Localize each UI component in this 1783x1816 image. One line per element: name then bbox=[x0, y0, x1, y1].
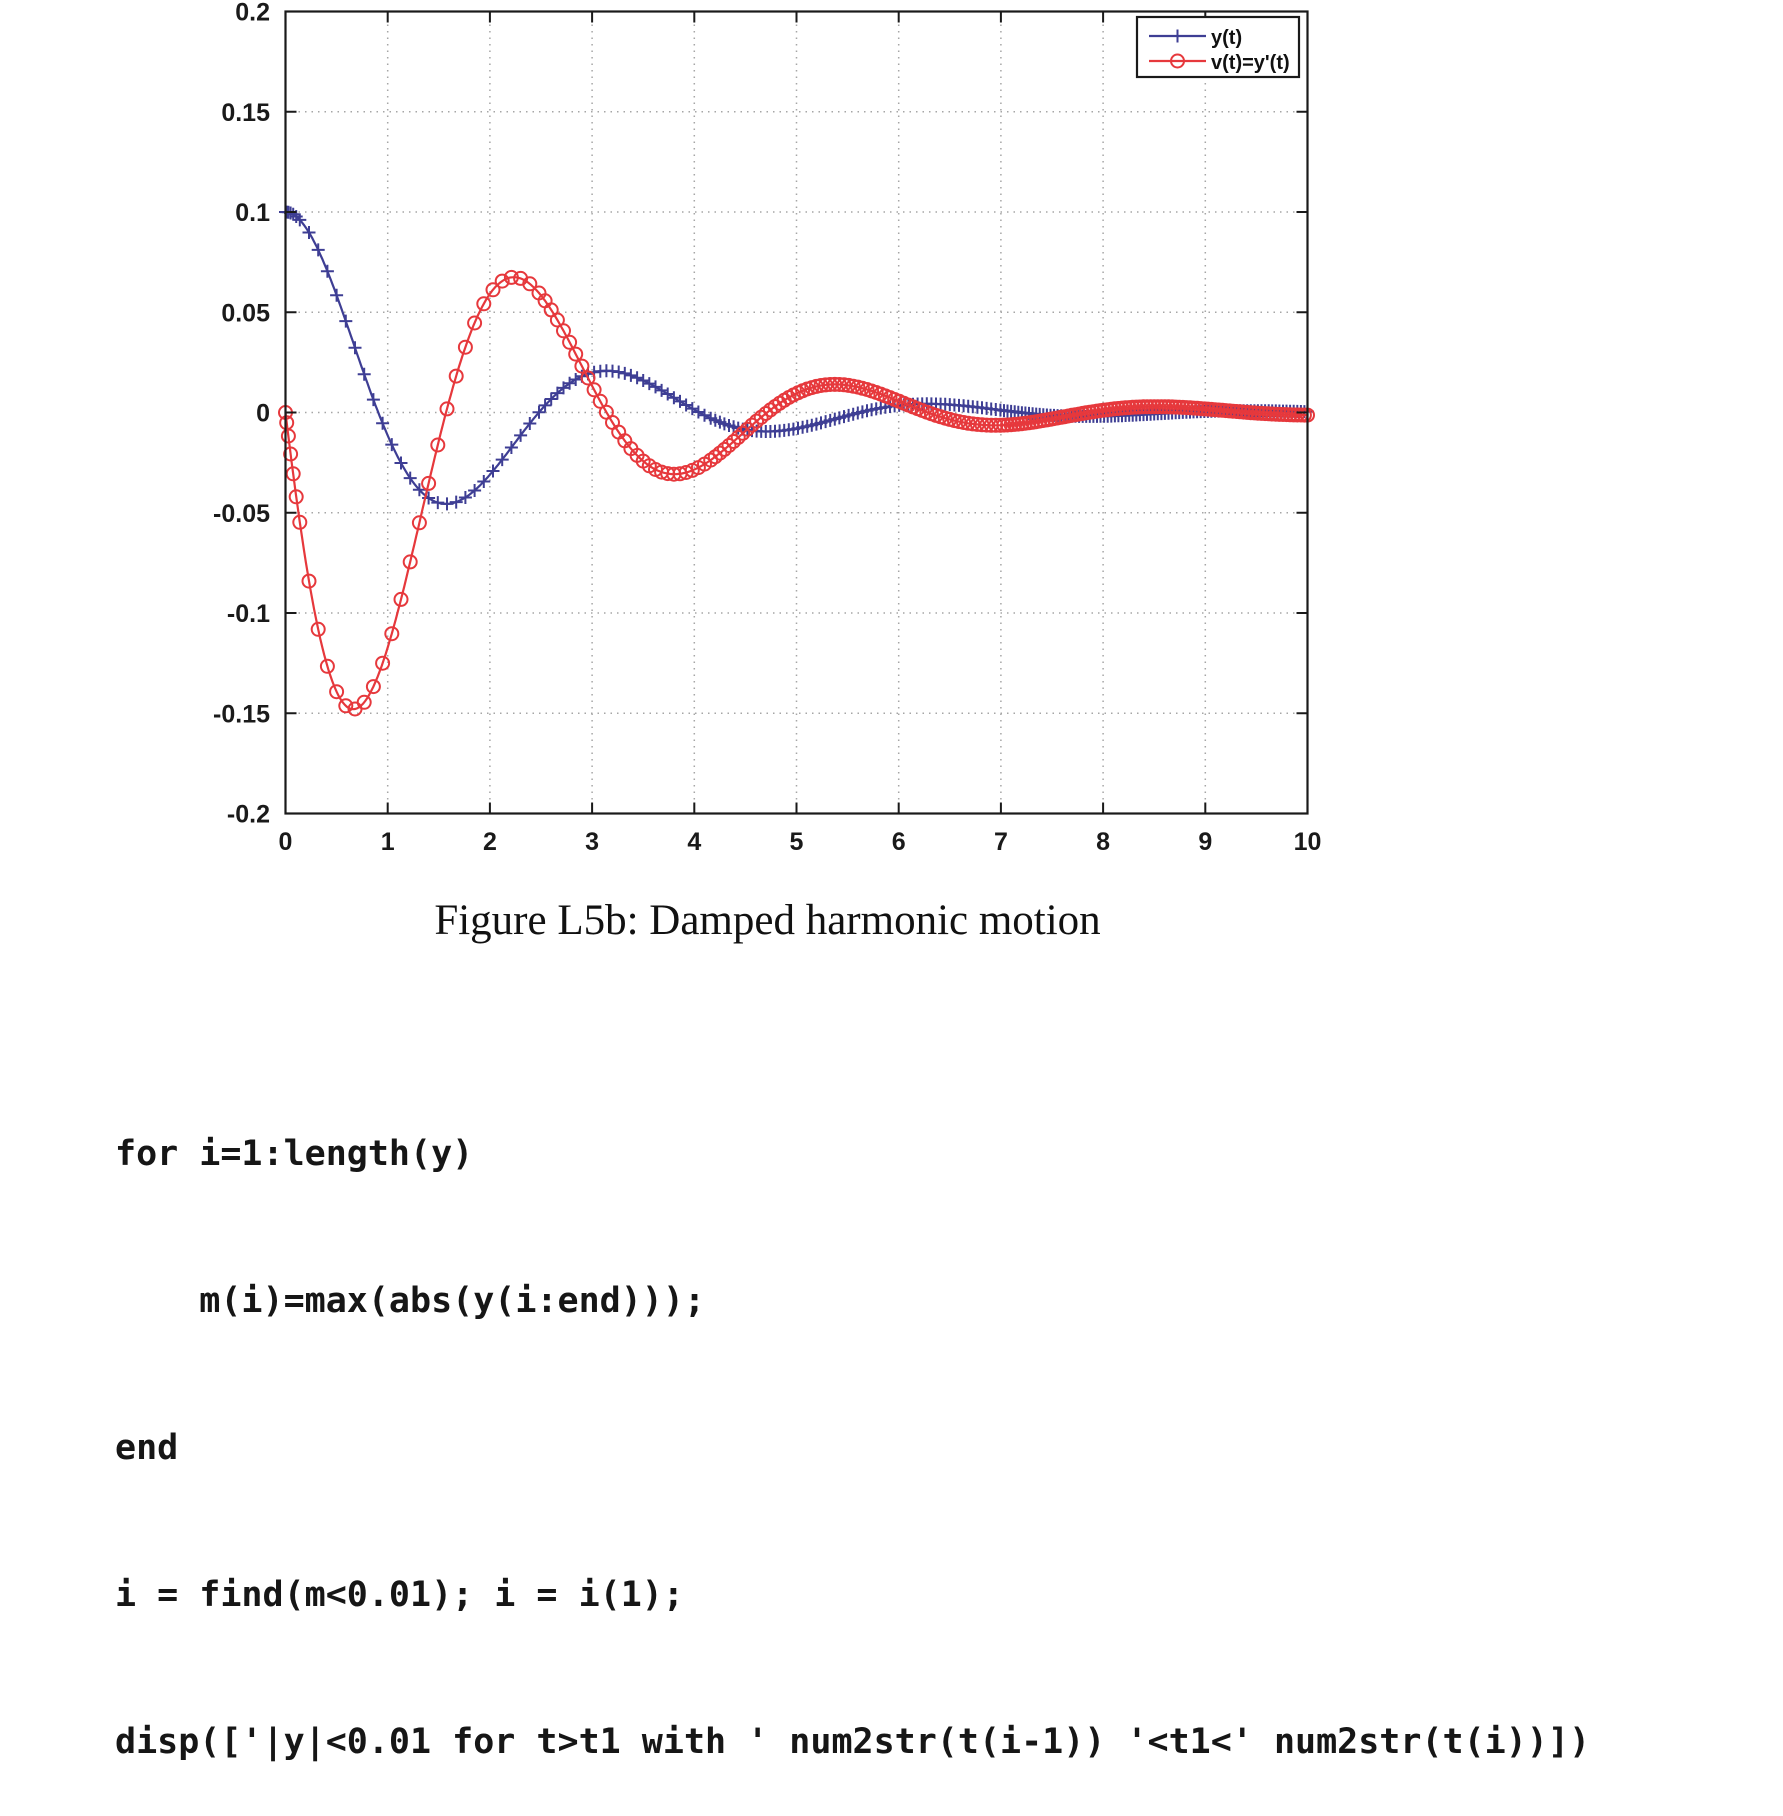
plus-marker-path bbox=[279, 205, 1314, 511]
circle-marker bbox=[556, 323, 571, 339]
circle-marker bbox=[592, 393, 608, 409]
circle-marker bbox=[476, 296, 492, 312]
circle-marker bbox=[485, 282, 501, 298]
circle-marker bbox=[329, 684, 345, 700]
y-tick-label: 0.2 bbox=[235, 0, 270, 27]
code-line: disp(['|y|<0.01 for t>t1 with ' num2str(… bbox=[115, 1722, 1591, 1762]
circle-marker bbox=[338, 698, 354, 714]
y-markers bbox=[279, 205, 1314, 511]
circle-marker bbox=[439, 401, 455, 417]
circle-marker bbox=[562, 334, 578, 350]
circle-marker bbox=[749, 413, 765, 429]
circle-marker bbox=[721, 438, 737, 453]
circle-marker bbox=[448, 368, 464, 384]
circle-marker bbox=[522, 276, 538, 292]
circle-marker bbox=[586, 382, 602, 398]
circle-marker bbox=[735, 425, 751, 441]
circle-marker bbox=[310, 621, 326, 637]
y-tick-label: -0.1 bbox=[227, 600, 270, 628]
y-tick-label: -0.05 bbox=[213, 500, 270, 528]
matlab-code-block: for i=1:length(y) m(i)=max(abs(y(i:end))… bbox=[115, 1032, 1590, 1816]
circle-marker bbox=[494, 273, 510, 289]
circle-marker bbox=[393, 591, 409, 607]
circle-marker bbox=[739, 421, 755, 437]
circle-marker bbox=[365, 679, 381, 695]
y-tick-label: -0.2 bbox=[227, 801, 270, 829]
x-tick-label: 9 bbox=[1198, 828, 1212, 856]
legend-label: y(t) bbox=[1211, 27, 1242, 49]
circle-marker bbox=[726, 434, 742, 449]
circle-marker bbox=[402, 554, 418, 570]
legend: y(t) v(t)=y'(t) bbox=[1135, 15, 1301, 79]
x-tick-label: 7 bbox=[994, 828, 1008, 856]
legend-label: v(t)=y'(t) bbox=[1211, 52, 1290, 74]
y-tick-label: 0 bbox=[256, 400, 270, 428]
x-tick-label: 5 bbox=[790, 828, 804, 856]
circle-marker bbox=[716, 441, 732, 457]
v-markers bbox=[278, 269, 1315, 717]
page: { "figure": { "caption": "Figure L5b: Da… bbox=[0, 0, 1783, 1762]
legend-plus-marker-icon bbox=[1171, 29, 1184, 43]
code-line: for i=1:length(y) bbox=[115, 1134, 474, 1174]
circle-marker bbox=[503, 269, 519, 285]
y-tick-label: -0.15 bbox=[213, 700, 270, 728]
circle-marker bbox=[758, 406, 774, 421]
circle-marker bbox=[285, 466, 301, 482]
y-tick-label: 0.15 bbox=[221, 99, 270, 127]
x-tick-label: 2 bbox=[483, 828, 497, 856]
circle-marker bbox=[568, 346, 584, 362]
damped-harmonic-chart: 0 1 2 3 4 5 6 7 8 9 10 0.2 0.15 0.1 0.05 0 -0.05 -0.1 -0.1… bbox=[213, 0, 1322, 856]
circle-marker bbox=[712, 445, 728, 461]
code-line: i = find(m<0.01); i = i(1); bbox=[115, 1575, 684, 1615]
code-line: m(i)=max(abs(y(i:end))); bbox=[115, 1281, 706, 1321]
circle-marker bbox=[288, 489, 304, 505]
circle-marker bbox=[375, 655, 391, 671]
circle-marker bbox=[574, 358, 590, 374]
circle-marker bbox=[301, 573, 317, 589]
legend-box bbox=[1135, 15, 1301, 79]
x-tick-label: 6 bbox=[892, 828, 906, 856]
circle-marker bbox=[707, 449, 723, 465]
circle-marker bbox=[283, 446, 299, 462]
figure-caption: Figure L5b: Damped harmonic motion bbox=[434, 897, 1101, 944]
circle-marker bbox=[988, 417, 1004, 433]
legend-circle-marker-icon bbox=[1170, 53, 1185, 69]
circle-marker bbox=[730, 429, 746, 445]
circle-marker bbox=[384, 626, 400, 642]
circle-marker bbox=[411, 515, 427, 531]
circle-marker bbox=[678, 465, 694, 480]
circle-marker bbox=[421, 475, 437, 491]
circle-marker bbox=[319, 658, 335, 674]
x-tick-label: 3 bbox=[585, 828, 599, 856]
circle-marker bbox=[744, 417, 760, 433]
circle-marker bbox=[280, 428, 296, 444]
y-tick-label: 0.05 bbox=[221, 299, 270, 327]
y-tick-label: 0.1 bbox=[235, 199, 270, 227]
circle-marker bbox=[753, 409, 769, 425]
circle-marker bbox=[430, 437, 446, 453]
code-line: end bbox=[115, 1428, 179, 1468]
circle-marker bbox=[580, 370, 596, 386]
damped-harmonic-figure: 0 1 2 3 4 5 6 7 8 9 10 0.2 0.15 0.1 0.05 0 -0.05 -0.1 -0.1… bbox=[0, 0, 1783, 875]
x-tick-label: 1 bbox=[381, 828, 395, 856]
x-tick-label: 8 bbox=[1096, 828, 1110, 856]
x-tick-label: 4 bbox=[687, 828, 701, 856]
circle-marker bbox=[457, 339, 473, 355]
circle-marker bbox=[356, 694, 372, 710]
circle-marker bbox=[467, 315, 483, 331]
x-tick-label: 0 bbox=[279, 828, 293, 856]
circle-marker bbox=[292, 514, 308, 530]
axis-ticks bbox=[284, 10, 1309, 815]
x-tick-label: 10 bbox=[1294, 828, 1322, 856]
